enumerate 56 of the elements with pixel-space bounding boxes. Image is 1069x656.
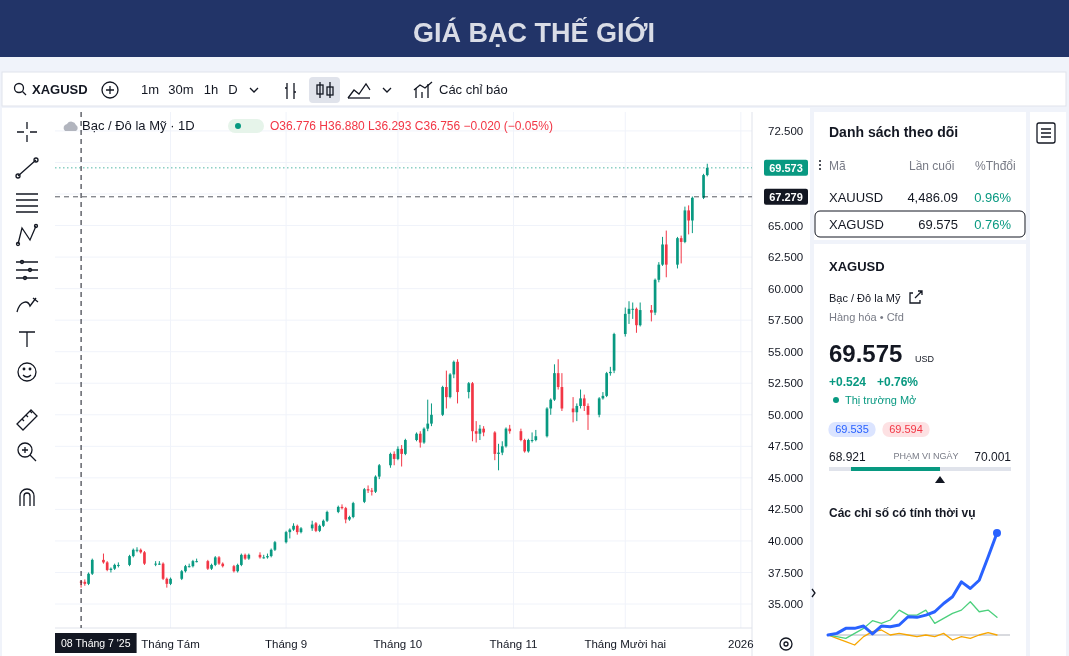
chart-title: GIÁ BẠC THẾ GIỚI: [412, 17, 656, 48]
text: USD: [915, 354, 935, 364]
annotation: O36.776 H36.880 L36.293 C36.756 −0.020 (−0.05%): [270, 119, 553, 133]
text: XAGUSD: [829, 259, 885, 274]
text: 69.575: [918, 217, 958, 232]
y-tick-label: 52.500: [768, 377, 804, 390]
y-tick-label: 35.000: [768, 598, 804, 611]
y-tick-label: 60.000: [768, 282, 804, 295]
y-tick-label: 65.000: [768, 219, 804, 232]
text: 1h: [203, 82, 219, 97]
text: 30m: [168, 82, 194, 97]
text: XAGUSD: [829, 217, 884, 232]
text: Danh sách theo dõi: [829, 124, 959, 140]
text: Bạc / Đô la Mỹ: [829, 292, 902, 304]
y-tick-label: 37.500: [768, 566, 804, 579]
x-tick-label: 2026: [728, 638, 754, 650]
text: D: [228, 82, 238, 97]
text: PHẠM VI NGÀY: [893, 451, 959, 461]
x-tick-label: Tháng 10: [373, 638, 423, 650]
text: 0.76%: [974, 217, 1012, 232]
text: Bạc / Đô la Mỹ · 1D: [82, 118, 195, 133]
text: 69.535: [835, 423, 869, 435]
text: 70.001: [974, 450, 1012, 464]
y-tick-label: 45.000: [768, 471, 804, 484]
ref-line-label: 69.573: [769, 161, 803, 174]
y-tick-label: 72.500: [768, 124, 804, 137]
text: +0.76%: [877, 375, 919, 389]
ref-line-label: 08 Tháng 7 '25: [61, 636, 131, 649]
text: 0.96%: [974, 190, 1012, 205]
text: Thị trường Mở: [845, 394, 917, 406]
text: Lần cuối: [909, 159, 955, 173]
text: XAUUSD: [829, 190, 884, 205]
y-tick-label: 50.000: [768, 408, 804, 421]
text: 4,486.09: [907, 190, 958, 205]
text: Hàng hóa • Cfd: [829, 311, 904, 323]
text: 69.594: [889, 423, 923, 435]
y-tick-label: 47.500: [768, 440, 804, 453]
text: 1m: [140, 82, 160, 97]
x-tick-label: Tháng Tám: [141, 638, 200, 650]
y-tick-label: 40.000: [768, 534, 804, 547]
text: 68.921: [829, 450, 867, 464]
text: %Thđổi: [975, 159, 1016, 173]
ref-line-label: 67.279: [769, 190, 803, 203]
x-tick-label: Tháng 11: [489, 638, 538, 650]
x-tick-label: Tháng Mười hai: [584, 638, 667, 650]
y-tick-label: 57.500: [768, 314, 804, 327]
x-tick-label: Tháng 9: [264, 638, 308, 650]
y-tick-label: 62.500: [768, 251, 804, 264]
text: 69.575: [829, 340, 903, 367]
y-tick-label: 55.000: [768, 345, 804, 358]
text: Các chỉ báo: [439, 82, 508, 97]
text: XAGUSD: [32, 82, 88, 97]
y-tick-label: 42.500: [768, 503, 804, 516]
text: +0.524: [829, 375, 867, 389]
chart-title: Các chỉ số có tính thời vụ: [829, 506, 976, 520]
text: Mã: [829, 159, 846, 173]
